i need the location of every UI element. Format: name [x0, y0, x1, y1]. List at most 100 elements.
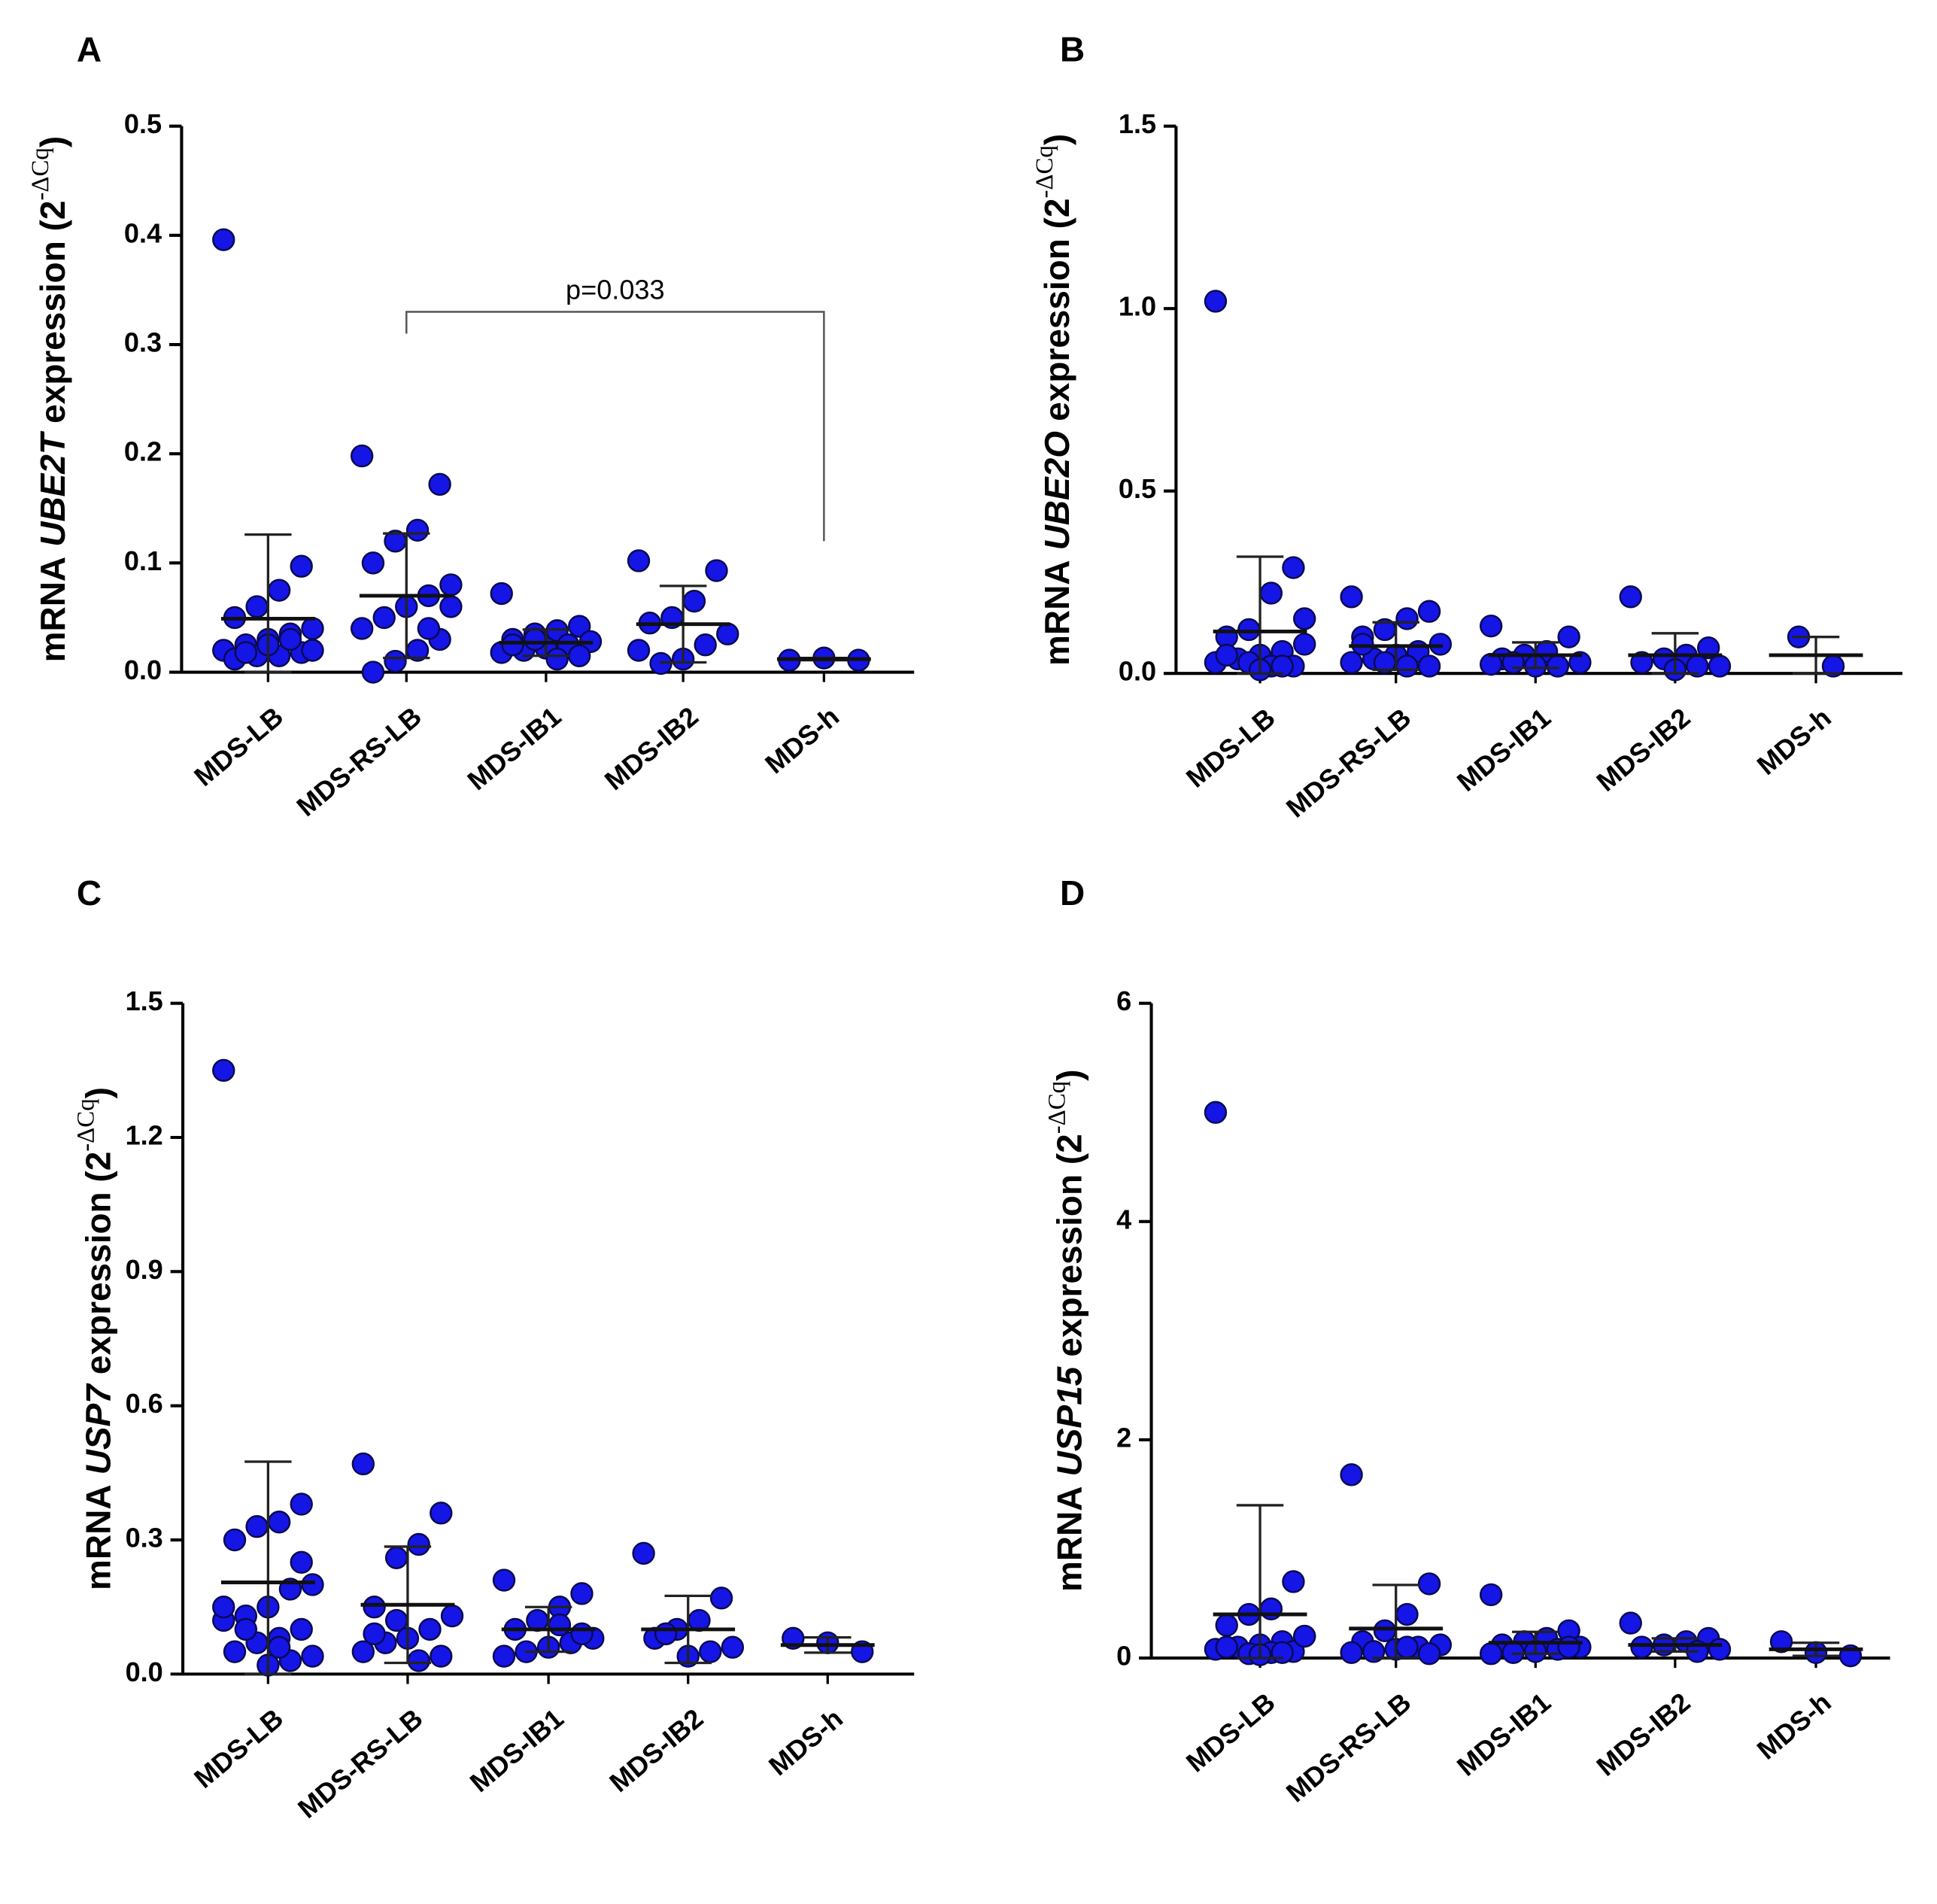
data-point — [361, 660, 385, 684]
data-point — [1479, 1642, 1503, 1666]
x-tick-label: MDS-RS-LB — [292, 1702, 429, 1824]
panel-label: A — [77, 29, 102, 68]
data-point — [223, 1640, 247, 1663]
y-tick-label: 1.0 — [1119, 291, 1156, 322]
x-tick-label: MDS-h — [1751, 1687, 1837, 1766]
y-axis-label: mRNA UBE2O expression (2-ΔCq) — [1031, 134, 1077, 666]
significance-bracket — [405, 311, 825, 542]
y-axis-label-part: mRNA — [79, 1484, 118, 1590]
data-point — [430, 1644, 453, 1668]
data-point — [716, 622, 739, 645]
data-point — [570, 1622, 594, 1646]
y-axis-label-part: mRNA — [1050, 1486, 1089, 1592]
data-point — [384, 1608, 408, 1632]
x-tick-label: MDS-IB2 — [1590, 702, 1696, 797]
data-point — [1204, 290, 1228, 313]
data-point — [407, 1649, 430, 1672]
data-point — [570, 1582, 594, 1605]
data-point — [1568, 651, 1592, 674]
data-point — [439, 595, 463, 618]
x-tick-label: MDS-IB2 — [1590, 1687, 1696, 1782]
data-point — [1292, 1624, 1316, 1648]
y-tick-label: 6 — [1116, 985, 1131, 1016]
annotation: p=0.033 — [566, 275, 665, 305]
y-axis-label-part: -ΔCq — [1043, 1081, 1070, 1134]
data-point — [1417, 1572, 1441, 1596]
data-point — [1215, 1635, 1238, 1659]
x-tick-label: MDS-h — [759, 700, 845, 779]
data-point — [1479, 1583, 1503, 1607]
data-point — [654, 1622, 678, 1646]
sd-bar — [1372, 1584, 1419, 1660]
panel-label: D — [1060, 873, 1085, 913]
x-tick-label: MDS-RS-LB — [290, 700, 427, 822]
data-point — [278, 627, 302, 651]
data-point — [301, 1644, 324, 1668]
data-point — [709, 1587, 733, 1610]
sd-bar — [1236, 555, 1284, 675]
y-axis-label-part: expression (2 — [79, 1152, 118, 1374]
data-point — [351, 1640, 375, 1663]
y-axis-label-part: expression (2 — [33, 201, 72, 424]
y-axis-label-part: UBE2O — [1037, 431, 1076, 550]
data-point — [350, 617, 374, 640]
y-tick-label: 0.4 — [124, 217, 162, 248]
data-point — [1340, 585, 1363, 609]
data-point — [234, 1617, 257, 1641]
y-tick-label: 0.1 — [124, 545, 162, 576]
x-tick-label: MDS-LB — [188, 1702, 289, 1794]
data-point — [363, 1596, 386, 1619]
data-point — [1696, 636, 1720, 660]
y-tick-label: 0.0 — [126, 1657, 163, 1687]
data-point — [705, 559, 728, 582]
x-tick-label: MDS-IB1 — [461, 700, 566, 796]
data-point — [682, 589, 706, 613]
data-point — [1340, 1641, 1363, 1664]
y-axis-label-part: USP7 — [79, 1383, 118, 1475]
y-axis-label: mRNA USP15 expression (2-ΔCq) — [1043, 1070, 1089, 1592]
data-point — [492, 1568, 516, 1592]
y-axis-label-part: UBE2T — [33, 430, 72, 547]
data-point — [267, 578, 291, 602]
data-point — [245, 1515, 269, 1538]
data-point — [417, 617, 441, 640]
data-point — [212, 228, 235, 251]
y-axis-label-part: ) — [1037, 134, 1076, 145]
data-point — [430, 1502, 453, 1525]
data-point — [568, 615, 591, 638]
y-tick-label: 0.5 — [1119, 473, 1156, 504]
y-tick-label: 0.3 — [124, 327, 162, 358]
y-axis-label-part: USP15 — [1050, 1365, 1089, 1476]
x-tick-label: MDS-h — [1751, 702, 1837, 781]
data-point — [223, 1528, 247, 1552]
data-point — [568, 644, 591, 667]
data-point — [361, 551, 385, 575]
y-axis-label-part: -ΔCq — [1031, 145, 1058, 198]
y-axis-label-part: ) — [1050, 1070, 1089, 1081]
data-point — [1259, 1597, 1283, 1620]
y-tick-label: 0.0 — [124, 654, 162, 685]
data-point — [1708, 654, 1732, 678]
x-tick-label: MDS-IB2 — [603, 1702, 709, 1798]
data-point — [301, 1573, 324, 1596]
data-point — [290, 1617, 313, 1641]
y-tick-label: 4 — [1116, 1204, 1131, 1234]
data-point — [245, 595, 269, 618]
x-tick-label: MDS-RS-LB — [1280, 702, 1417, 824]
y-axis-label-part: ) — [33, 136, 72, 147]
data-point — [1373, 1619, 1397, 1642]
y-tick-label: 1.5 — [1119, 108, 1156, 139]
data-point — [1479, 614, 1503, 638]
data-point — [1362, 1640, 1386, 1663]
data-point — [1769, 1630, 1793, 1653]
y-tick-label: 1.2 — [126, 1120, 163, 1151]
y-tick-label: 0 — [1116, 1641, 1131, 1672]
panel-label: B — [1060, 29, 1085, 68]
data-point — [1619, 1611, 1642, 1635]
x-tick-label: MDS-IB2 — [599, 700, 704, 796]
data-point — [548, 1613, 572, 1637]
sd-bar — [244, 1460, 292, 1676]
